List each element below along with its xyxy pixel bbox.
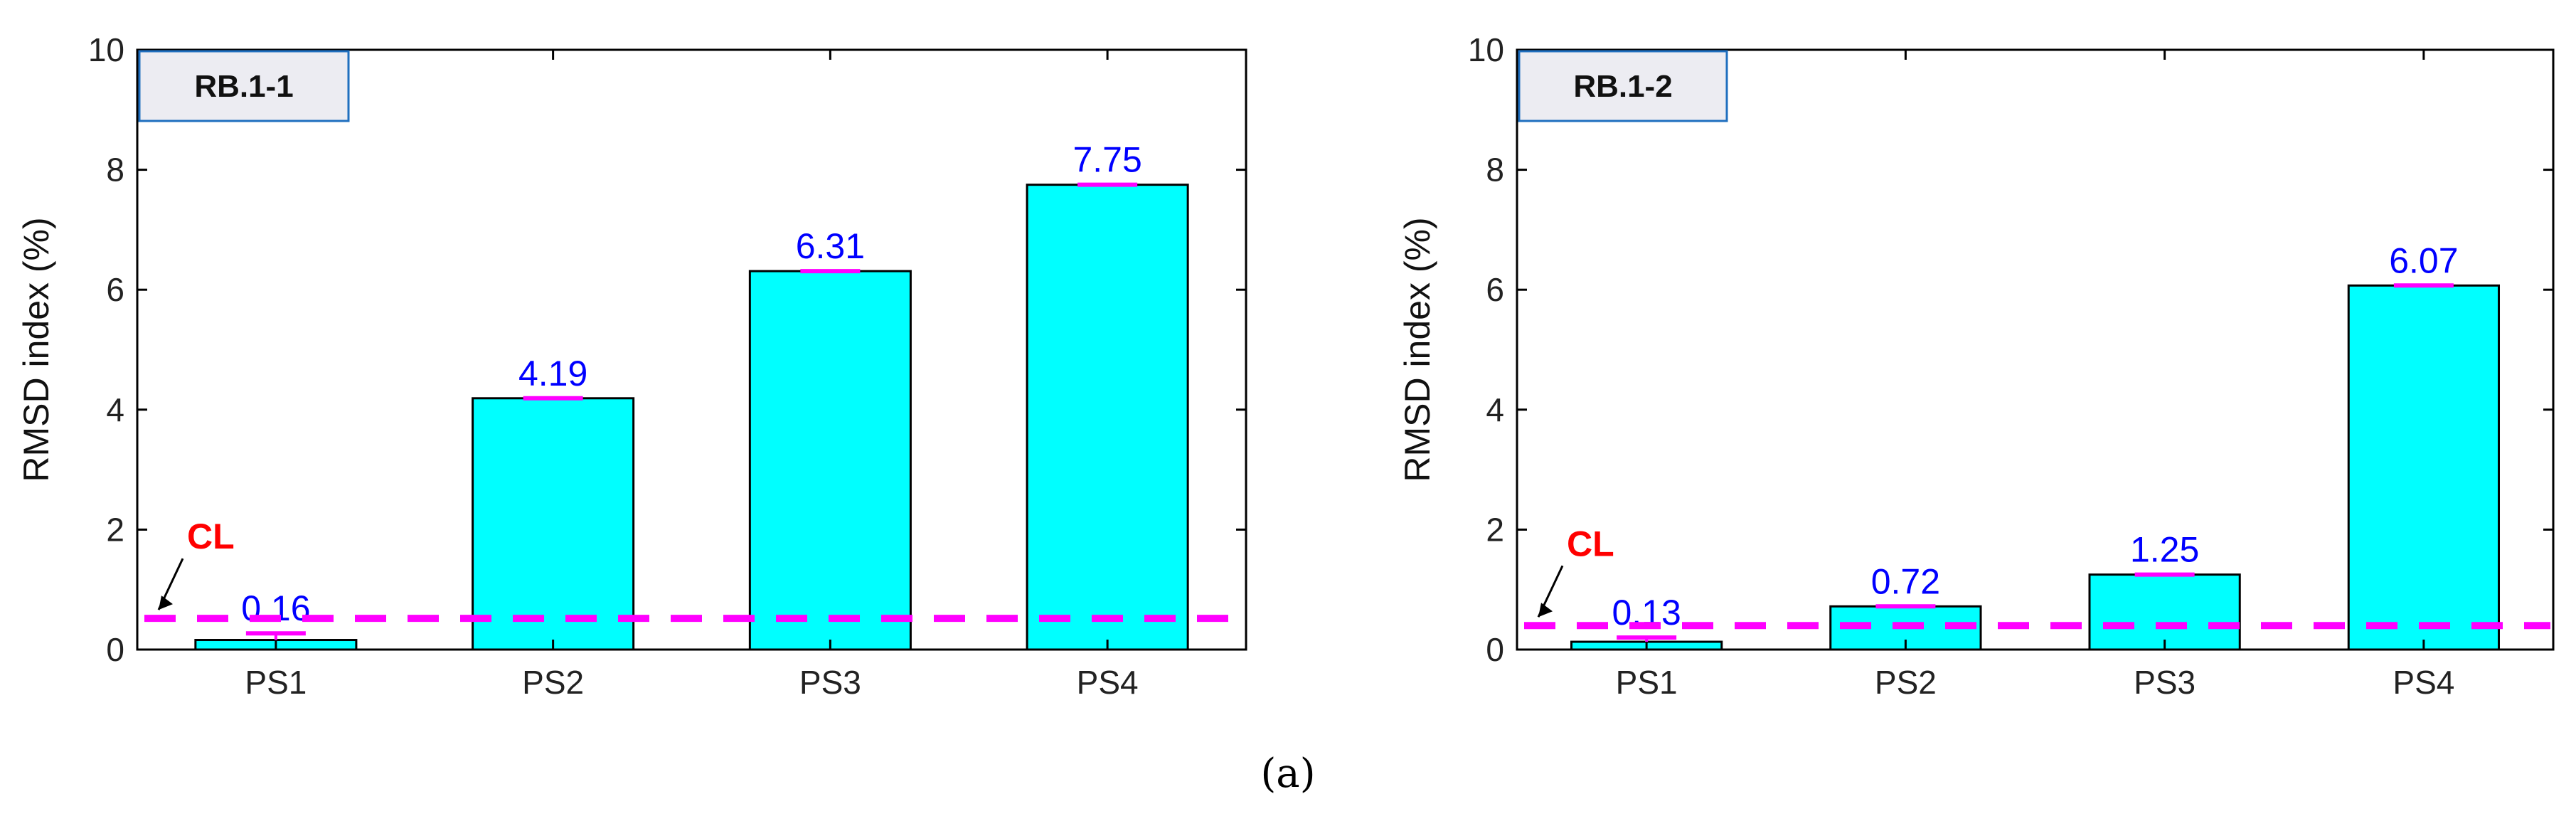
bar — [1026, 184, 1189, 651]
x-tick-label: PS3 — [2134, 664, 2196, 701]
figure-caption: (a) — [1260, 751, 1315, 797]
bar — [472, 397, 635, 651]
bar — [2347, 284, 2501, 651]
control-limit-label: CL — [1567, 524, 1614, 563]
x-tick-label: PS4 — [1077, 664, 1139, 701]
x-tick-label: PS3 — [799, 664, 861, 701]
bar — [2088, 573, 2241, 651]
chart-panel-rb-1-1: 0 2 4 6 8 10 RMSD index (%) PS1 0.16 PS2 4.19 PS3 6.… — [16, 31, 1247, 701]
control-limit-arrow-head — [1538, 603, 1553, 618]
bar-value-label: 7.75 — [1073, 140, 1141, 180]
y-tick-label: 0 — [106, 631, 124, 668]
y-tick-label: 6 — [1486, 271, 1504, 308]
bar-value-label: 1.25 — [2130, 530, 2199, 570]
control-limit-arrow-head — [159, 595, 173, 610]
y-tick-label: 4 — [1486, 391, 1504, 428]
x-tick-label: PS1 — [245, 664, 307, 701]
y-tick-label: 6 — [106, 271, 124, 308]
x-tick-label: PS1 — [1616, 664, 1678, 701]
bar-value-label: 0.16 — [241, 588, 310, 628]
panel-label: RB.1-2 — [1573, 69, 1672, 104]
y-axis-label: RMSD index (%) — [1398, 217, 1437, 482]
control-limit-label: CL — [187, 517, 235, 556]
y-tick-label: 4 — [106, 391, 124, 428]
y-tick-label: 0 — [1486, 631, 1504, 668]
y-tick-label: 2 — [106, 511, 124, 548]
x-tick-label: PS4 — [2393, 664, 2454, 701]
bar-value-label: 0.72 — [1871, 561, 1940, 601]
panel-label-box — [138, 50, 350, 122]
plot-area-frame — [136, 48, 1247, 651]
y-tick-label: 2 — [1486, 511, 1504, 548]
y-tick-label: 8 — [106, 152, 124, 189]
bar-value-label: 6.07 — [2389, 240, 2458, 280]
y-tick-label: 8 — [1486, 152, 1504, 189]
y-tick-label: 10 — [1468, 31, 1504, 68]
bar-value-label: 4.19 — [518, 354, 587, 393]
bar-value-label: 6.31 — [796, 226, 865, 266]
y-axis-label: RMSD index (%) — [16, 217, 56, 482]
y-tick-label: 10 — [88, 31, 124, 68]
plot-area-frame — [1516, 48, 2555, 651]
x-tick-label: PS2 — [1875, 664, 1937, 701]
bar — [748, 270, 912, 651]
panel-label-box — [1518, 50, 1728, 122]
x-tick-label: PS2 — [522, 664, 584, 701]
panel-label: RB.1-1 — [194, 69, 293, 104]
